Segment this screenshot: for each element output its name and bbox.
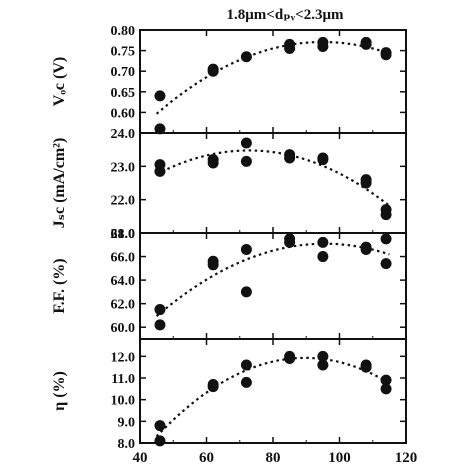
data-point [317, 152, 329, 164]
data-point [380, 49, 392, 61]
data-point [207, 259, 219, 271]
data-point [317, 350, 329, 362]
y-tick-label: 0.65 [111, 86, 136, 101]
y-tick-label: 8.0 [118, 437, 136, 452]
data-point [207, 381, 219, 393]
y-tick-label: 0.80 [111, 24, 136, 39]
x-tick-label: 40 [133, 450, 148, 466]
y-tick-label: 64.0 [111, 274, 136, 289]
panel-frame [139, 338, 407, 444]
x-tick-label: 60 [199, 450, 214, 466]
data-point [284, 152, 296, 164]
trend-curve [155, 40, 390, 115]
data-point [360, 361, 372, 373]
x-axis: 40 60 80 100 120 [133, 450, 418, 466]
y-tick-label: 62.0 [111, 298, 136, 313]
data-point [284, 353, 296, 364]
data-point [240, 376, 252, 388]
data-point [380, 233, 392, 245]
y-tick-label: 22.0 [111, 194, 136, 209]
y-tick-label: 0.70 [111, 65, 136, 80]
data-point [154, 123, 166, 135]
panel-3: 60.0 62.0 64.0 66.0 68.0 F.F. (%) [51, 227, 407, 340]
data-point [360, 177, 372, 189]
x-tick-label: 80 [266, 450, 281, 466]
y-axis-label: η (%) [51, 371, 68, 411]
trend-curve [155, 356, 390, 438]
data-point [154, 165, 166, 177]
data-point [380, 383, 392, 395]
y-tick-label: 0.75 [111, 45, 136, 60]
data-point [284, 43, 296, 55]
data-point [207, 157, 219, 169]
data-point [240, 243, 252, 255]
chart-title: 1.8μm<dₚᵥ<2.3μm [227, 7, 344, 23]
y-tick-label: 24.0 [111, 127, 136, 142]
data-point [154, 435, 166, 447]
data-point [284, 236, 296, 248]
x-tick-label: 100 [328, 450, 351, 466]
data-point [240, 137, 252, 149]
data-point [317, 236, 329, 248]
y-tick-label: 0.60 [111, 106, 136, 121]
data-point [380, 209, 392, 221]
data-point [360, 38, 372, 50]
data-point [154, 319, 166, 331]
data-point [380, 374, 392, 386]
y-axis-label: F.F. (%) [51, 258, 68, 313]
y-axis-label: Jₛc (mA/cm²) [51, 138, 68, 229]
y-tick-label: 11.0 [111, 372, 135, 387]
data-point [317, 40, 329, 52]
y-axis-label: Vₒc (V) [51, 57, 68, 106]
panel-4: 8.0 9.0 10.0 11.0 12.0 η (%) [51, 338, 407, 452]
data-point [154, 420, 166, 432]
y-tick-label: 12.0 [111, 350, 136, 365]
y-tick-label: 9.0 [118, 415, 136, 430]
panel-1: 0.60 0.65 0.70 0.75 0.80 Vₒc (V) [51, 24, 407, 135]
y-tick-label: 60.0 [111, 321, 136, 336]
y-tick-label: 23.0 [111, 160, 136, 175]
data-point [360, 243, 372, 255]
data-point [380, 258, 392, 270]
data-point [154, 304, 166, 316]
y-tick-label: 21.0 [111, 227, 136, 242]
data-point [240, 359, 252, 371]
data-point [154, 90, 166, 102]
trend-curve [155, 242, 390, 318]
data-point [240, 286, 252, 298]
y-tick-label: 10.0 [111, 394, 136, 409]
y-tick-label: 68.0 [111, 227, 136, 242]
y-tick-label: 66.0 [111, 251, 136, 266]
trend-curve [156, 149, 391, 207]
data-point [207, 63, 219, 75]
data-point [240, 51, 252, 63]
panel-2: 21.0 22.0 23.0 24.0 Jₛc (mA/cm²) [51, 127, 407, 242]
data-point [317, 359, 329, 371]
x-tick-label: 120 [395, 450, 418, 466]
data-point [240, 155, 252, 167]
data-point [317, 251, 329, 263]
